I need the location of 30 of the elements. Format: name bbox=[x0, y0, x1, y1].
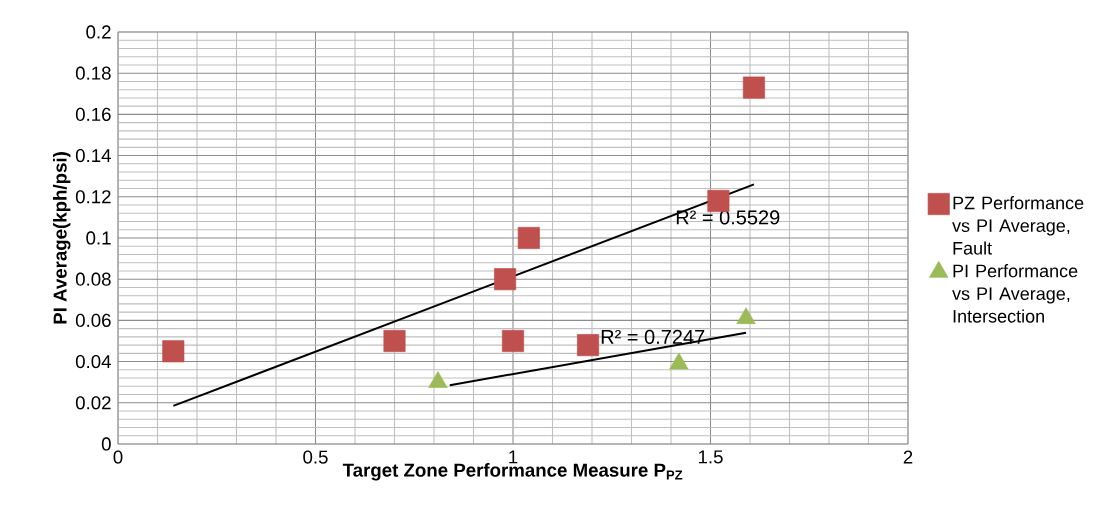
point bbox=[501, 329, 525, 352]
y-tick-label: 0 bbox=[101, 437, 111, 451]
y-tick-label: 0.04 bbox=[75, 354, 111, 369]
y-tick-label: 0.2 bbox=[86, 25, 111, 39]
y-tick-label: 0.08 bbox=[75, 272, 111, 286]
annotation: R² = 0.7247 bbox=[601, 329, 705, 344]
annotation: R² = 0.5529 bbox=[676, 210, 780, 225]
y-tick-label: 0.1 bbox=[86, 231, 111, 245]
x-tick-label: 2 bbox=[903, 450, 913, 464]
point bbox=[517, 226, 540, 249]
y-tick-label: 0.18 bbox=[75, 66, 111, 80]
point bbox=[577, 334, 600, 357]
legend-label: PZ Performance vs PI Average, Fault bbox=[952, 196, 1084, 255]
y-axis-title: PI Average(kph/psi) bbox=[52, 152, 71, 324]
x-axis-title: Target Zone Performance Measure P$_{PZ}$ bbox=[342, 463, 683, 481]
legend-label: PI Performance vs PI Average, Intersection bbox=[952, 264, 1078, 323]
x-tick-label: 0.5 bbox=[303, 450, 328, 464]
x-tick-label: 1.5 bbox=[698, 450, 723, 464]
point bbox=[494, 268, 517, 291]
y-tick-label: 0.06 bbox=[75, 313, 111, 327]
y-tick-label: 0.12 bbox=[75, 190, 111, 204]
x-tick-label: 0 bbox=[113, 450, 123, 464]
x-tick-label: 1 bbox=[509, 450, 518, 464]
point bbox=[707, 189, 730, 212]
y-tick-label: 0.16 bbox=[75, 107, 111, 121]
point bbox=[742, 76, 765, 99]
y-tick-label: 0.14 bbox=[75, 148, 111, 163]
point bbox=[383, 329, 406, 352]
point bbox=[162, 340, 185, 363]
y-tick-label: 0.02 bbox=[75, 396, 111, 410]
